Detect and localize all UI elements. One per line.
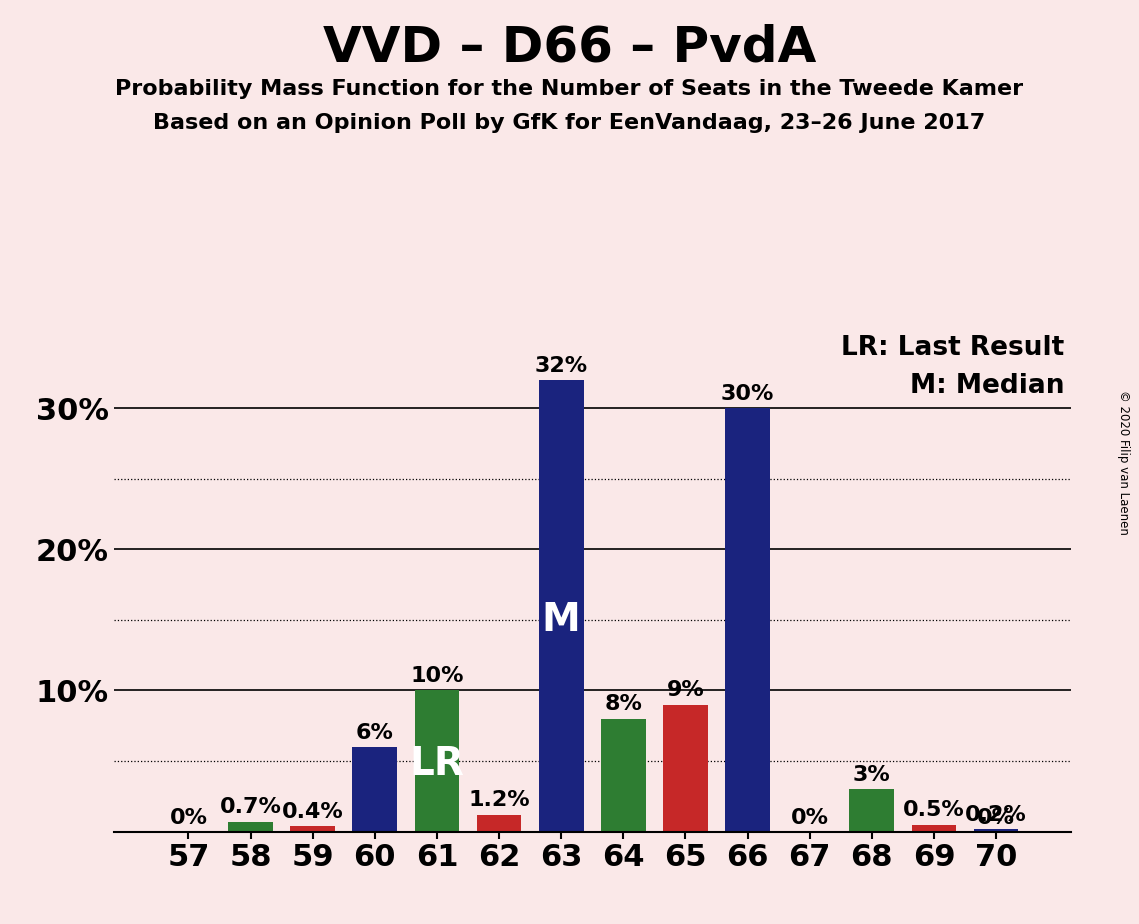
- Text: © 2020 Filip van Laenen: © 2020 Filip van Laenen: [1117, 390, 1130, 534]
- Text: M: Median: M: Median: [910, 372, 1065, 399]
- Text: 0%: 0%: [790, 808, 829, 828]
- Bar: [726, 408, 770, 832]
- Text: 1.2%: 1.2%: [468, 790, 530, 810]
- Text: 0.7%: 0.7%: [220, 797, 281, 818]
- Text: Based on an Opinion Poll by GfK for EenVandaag, 23–26 June 2017: Based on an Opinion Poll by GfK for EenV…: [154, 113, 985, 133]
- Bar: [539, 380, 583, 832]
- Bar: [352, 747, 398, 832]
- Bar: [911, 824, 957, 832]
- Text: 30%: 30%: [721, 383, 775, 404]
- Text: 9%: 9%: [666, 680, 704, 700]
- Text: 3%: 3%: [853, 765, 891, 785]
- Bar: [228, 821, 273, 832]
- Bar: [850, 789, 894, 832]
- Text: LR: LR: [410, 745, 465, 783]
- Text: 0.4%: 0.4%: [281, 802, 344, 821]
- Text: VVD – D66 – PvdA: VVD – D66 – PvdA: [322, 23, 817, 71]
- Bar: [601, 719, 646, 832]
- Text: 0%: 0%: [170, 808, 207, 828]
- Text: 8%: 8%: [605, 695, 642, 714]
- Bar: [974, 829, 1018, 832]
- Bar: [663, 704, 707, 832]
- Bar: [415, 690, 459, 832]
- Text: 10%: 10%: [410, 666, 464, 687]
- Bar: [477, 815, 522, 832]
- Bar: [290, 826, 335, 832]
- Text: 0.5%: 0.5%: [903, 800, 965, 821]
- Text: Probability Mass Function for the Number of Seats in the Tweede Kamer: Probability Mass Function for the Number…: [115, 79, 1024, 99]
- Text: LR: Last Result: LR: Last Result: [842, 334, 1065, 360]
- Text: M: M: [542, 601, 581, 638]
- Text: 32%: 32%: [534, 356, 588, 376]
- Text: 0%: 0%: [977, 808, 1015, 828]
- Text: 0.2%: 0.2%: [965, 805, 1027, 824]
- Text: 6%: 6%: [355, 723, 394, 743]
